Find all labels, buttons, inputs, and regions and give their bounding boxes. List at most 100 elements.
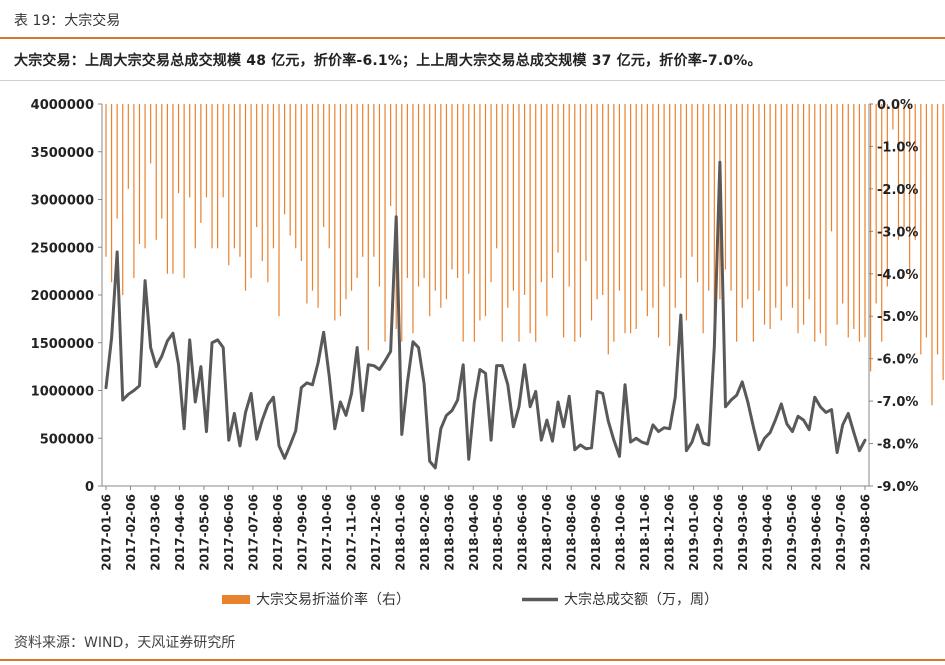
left-tick-label: 4000000 — [31, 98, 94, 113]
discount-bar — [847, 104, 849, 338]
discount-bar — [618, 104, 621, 291]
discount-bar — [652, 104, 654, 308]
discount-bar — [769, 104, 771, 329]
left-tick-label: 0 — [85, 480, 94, 495]
discount-bar — [239, 104, 241, 257]
discount-bar — [814, 104, 816, 342]
discount-bar — [172, 104, 174, 274]
x-tick-label: 2019-06-06 — [810, 494, 824, 571]
discount-bar — [228, 104, 230, 266]
right-tick-label: -2.0% — [877, 183, 918, 198]
x-tick-label: 2019-03-06 — [736, 494, 750, 571]
x-tick-label: 2019-05-06 — [785, 494, 799, 571]
discount-bar — [557, 104, 559, 253]
discount-bar — [211, 104, 213, 249]
discount-bar — [803, 104, 805, 325]
discount-bar — [317, 104, 319, 308]
x-tick-label: 2018-03-06 — [442, 494, 456, 571]
x-tick-label: 2019-02-06 — [712, 494, 726, 571]
block-trade-chart: 0 500000 1000000 1500000 2000000 2500000 30000… — [31, 98, 944, 608]
discount-bar — [646, 104, 648, 317]
discount-bar — [925, 104, 927, 338]
discount-bar — [523, 104, 526, 295]
discount-bar — [401, 104, 403, 342]
x-tick-label: 2017-03-06 — [149, 494, 163, 571]
discount-bar — [417, 104, 420, 287]
left-tick-label: 3000000 — [31, 194, 94, 209]
discount-bar — [512, 104, 514, 291]
discount-bar — [200, 104, 202, 223]
x-tick-label: 2017-02-06 — [124, 494, 138, 571]
discount-bar — [602, 104, 604, 295]
discount-bar — [261, 104, 263, 262]
discount-bar — [384, 104, 386, 342]
chart-headline: 大宗交易：上周大宗交易总成交规模 48 亿元，折价率-6.1%；上上周大宗交易总… — [14, 53, 762, 69]
discount-bar — [457, 104, 459, 279]
top-accent-rule — [0, 37, 945, 39]
discount-bar — [758, 104, 760, 291]
legend-bar-swatch — [222, 595, 250, 604]
discount-bar — [736, 104, 738, 342]
discount-bar — [763, 104, 766, 325]
discount-bar — [596, 104, 598, 300]
discount-bar — [300, 104, 302, 262]
x-tick-label: 2017-01-06 — [100, 494, 114, 571]
discount-bar — [909, 104, 911, 279]
discount-bar — [775, 104, 777, 308]
discount-bar — [367, 104, 369, 351]
x-tick-label: 2017-04-06 — [173, 494, 187, 571]
discount-bar — [920, 104, 922, 355]
discount-bar — [630, 104, 632, 334]
discount-bar — [468, 104, 470, 274]
discount-bar — [551, 104, 554, 279]
turnover-line — [104, 160, 867, 470]
legend-line-label: 大宗总成交额（万，周） — [564, 591, 718, 608]
discount-bar — [479, 104, 481, 321]
right-tick-label: -8.0% — [877, 438, 918, 453]
discount-bar — [434, 104, 436, 291]
left-tick-label: 3500000 — [31, 146, 94, 161]
right-tick-label: -5.0% — [877, 310, 918, 325]
discount-bar — [529, 104, 531, 334]
discount-bar — [864, 104, 866, 338]
discount-bar — [830, 104, 833, 232]
discount-bar — [289, 104, 291, 236]
x-tick-label: 2019-08-06 — [859, 494, 873, 571]
discount-bar — [138, 104, 141, 245]
left-tick-label: 1000000 — [31, 385, 94, 400]
x-tick-label: 2018-12-06 — [663, 494, 677, 571]
source-note: 资料来源：WIND，天风证券研究所 — [14, 635, 236, 651]
discount-bar — [323, 104, 325, 228]
discount-bar — [496, 104, 498, 249]
discount-bar — [177, 104, 180, 194]
x-tick-label: 2017-05-06 — [197, 494, 211, 571]
discount-bar — [607, 104, 609, 355]
discount-bar — [205, 104, 208, 198]
discount-bar — [334, 104, 336, 321]
discount-bar — [903, 104, 905, 228]
discount-bar — [869, 104, 872, 372]
discount-bar — [507, 104, 509, 308]
x-tick-label: 2018-10-06 — [614, 494, 628, 571]
discount-bar — [752, 104, 754, 342]
discount-bar — [914, 104, 916, 240]
discount-bar — [741, 104, 743, 308]
x-tick-label: 2017-08-06 — [271, 494, 285, 571]
discount-bar — [473, 104, 475, 342]
discount-bar — [546, 104, 548, 317]
left-tick-label: 1500000 — [31, 337, 94, 352]
discount-bar — [429, 104, 431, 317]
discount-bar — [105, 104, 107, 257]
discount-bar — [306, 104, 308, 304]
x-tick-label: 2019-07-06 — [834, 494, 848, 571]
discount-bar — [842, 104, 844, 304]
discount-bar — [233, 104, 235, 249]
right-tick-label: -9.0% — [877, 480, 918, 495]
right-tick-label: -4.0% — [877, 268, 918, 283]
headline-divider — [0, 80, 945, 81]
discount-bar — [886, 104, 888, 287]
discount-bar — [836, 104, 838, 325]
left-tick-label: 2000000 — [31, 289, 94, 304]
discount-bar — [669, 104, 671, 346]
table-label: 表 19：大宗交易 — [14, 13, 121, 29]
